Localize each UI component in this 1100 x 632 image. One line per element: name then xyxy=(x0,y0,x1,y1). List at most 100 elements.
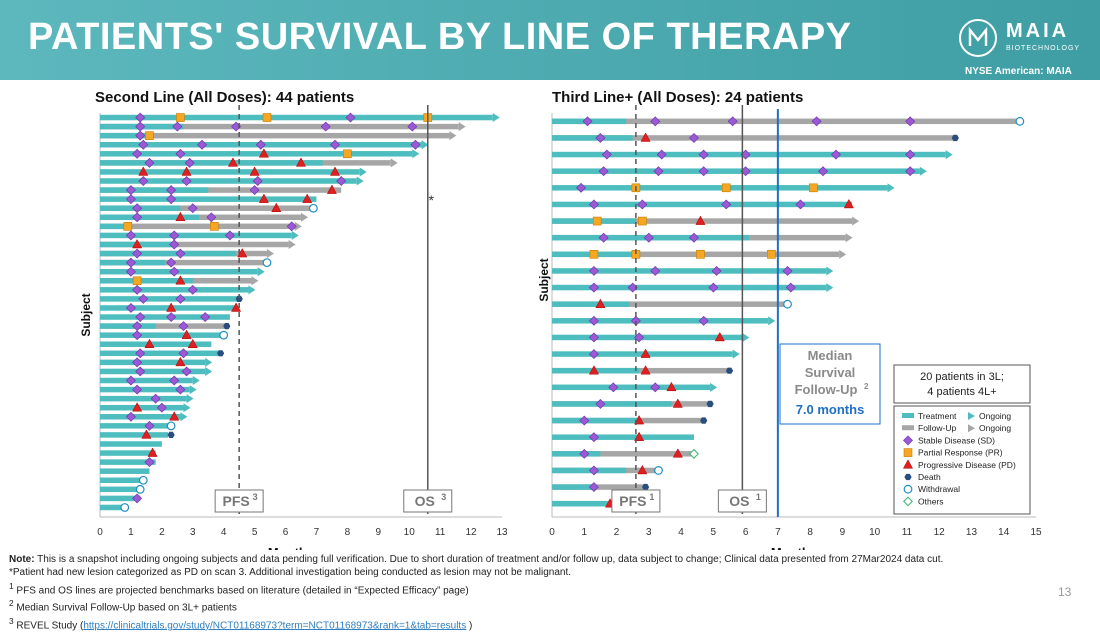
treatment-bar xyxy=(552,268,827,274)
sd-marker xyxy=(135,312,146,322)
sd-marker xyxy=(144,157,155,168)
treatment-bar xyxy=(100,486,141,493)
pd-marker xyxy=(634,431,645,441)
reference-label-pfs: PFS xyxy=(619,493,646,509)
x-axis-label: Months xyxy=(771,545,817,550)
others-marker xyxy=(688,448,699,459)
sd-marker xyxy=(598,166,609,177)
patients-note-line1: 20 patients in 3L; xyxy=(920,371,1004,383)
pd-marker xyxy=(843,198,854,209)
pr-marker xyxy=(145,131,154,140)
legend-treatment-swatch xyxy=(902,413,914,418)
ongoing-arrow xyxy=(266,249,274,259)
subject-row xyxy=(552,265,834,276)
x-tick-label: 13 xyxy=(496,527,508,538)
subject-row xyxy=(100,393,194,404)
subject-row xyxy=(100,139,429,150)
pd-marker xyxy=(175,356,186,367)
sd-marker xyxy=(905,166,916,177)
subject-row xyxy=(552,365,734,375)
subject-row xyxy=(552,116,1025,127)
sd-marker xyxy=(125,375,136,386)
sd-marker xyxy=(588,349,599,360)
x-tick-label: 1 xyxy=(581,527,587,538)
death-marker xyxy=(167,431,175,438)
pd-marker xyxy=(141,429,152,439)
sd-marker xyxy=(630,315,641,326)
ongoing-arrow xyxy=(291,230,299,240)
sd-marker xyxy=(175,384,186,395)
sd-marker xyxy=(206,212,217,223)
pd-marker xyxy=(231,302,242,312)
followup-bar xyxy=(552,451,694,457)
subject-row xyxy=(100,202,318,214)
subject-row xyxy=(552,464,663,476)
treatment-bar xyxy=(552,451,601,457)
sd-marker xyxy=(132,357,143,368)
sd-marker xyxy=(576,182,586,193)
pr-marker xyxy=(809,183,818,193)
others-marker xyxy=(902,496,914,507)
ongoing-arrow xyxy=(919,166,927,176)
treatment-bar xyxy=(100,468,150,474)
followup-bar xyxy=(552,251,840,258)
x-tick-label: 11 xyxy=(902,527,913,538)
followup-bar xyxy=(100,323,227,329)
pd-marker xyxy=(258,193,269,203)
pd-marker xyxy=(714,331,725,342)
withdrawal-marker xyxy=(166,421,176,431)
followup-bar xyxy=(552,301,788,307)
pd-marker xyxy=(144,338,155,348)
treatment-bar xyxy=(100,296,240,302)
sd-marker xyxy=(588,199,599,210)
treatment-bar xyxy=(100,169,360,175)
sd-marker xyxy=(818,166,828,177)
subject-row xyxy=(552,331,750,343)
treatment-bar xyxy=(552,500,611,507)
sd-marker xyxy=(627,282,638,293)
withdrawal-marker xyxy=(903,484,913,494)
treatment-bar xyxy=(100,341,212,347)
x-tick-label: 0 xyxy=(97,527,103,538)
treatment-bar xyxy=(552,318,769,324)
note-4: 2 Median Survival Follow-Up based on 3L+… xyxy=(9,598,237,614)
sd-marker xyxy=(740,149,751,160)
sd-marker xyxy=(181,366,192,377)
pd-marker xyxy=(271,202,282,212)
subject-row xyxy=(100,184,342,196)
treatment-bar xyxy=(100,377,193,384)
ongoing-arrow xyxy=(945,150,953,160)
sd-marker xyxy=(169,230,180,241)
treatment-bar xyxy=(552,434,694,440)
sd-marker xyxy=(135,348,146,359)
treatment-bar xyxy=(100,459,156,465)
median-box-line1: Median xyxy=(808,348,853,363)
treatment-bar xyxy=(552,201,853,208)
pd-marker xyxy=(175,211,186,222)
note-2: *Patient had new lesion categorized as P… xyxy=(9,567,572,579)
followup-bar xyxy=(552,367,730,374)
sd-marker xyxy=(407,121,418,132)
pd-marker xyxy=(237,248,248,258)
page-number: 13 xyxy=(1058,585,1072,599)
x-tick-label: 1 xyxy=(128,527,134,538)
pr-marker xyxy=(132,276,142,286)
followup-bar xyxy=(100,223,295,230)
pd-marker xyxy=(295,157,307,167)
subject-row xyxy=(552,215,860,226)
revel-study-link[interactable]: https://clinicaltrials.gov/study/NCT0116… xyxy=(83,620,467,632)
sd-marker xyxy=(224,230,235,241)
median-box-value: 7.0 months xyxy=(796,402,865,417)
sd-marker xyxy=(166,312,177,322)
treatment-bar xyxy=(100,477,144,484)
treatment-bar xyxy=(100,278,193,284)
brand-sub: BIOTECHNOLOGY xyxy=(1006,45,1081,52)
pr-marker xyxy=(638,216,647,226)
pd-marker xyxy=(326,184,337,194)
sd-marker xyxy=(125,257,136,268)
death-marker xyxy=(700,417,708,424)
reference-label-box xyxy=(403,489,453,513)
reference-label-os: OS xyxy=(729,493,749,509)
note-1: Note: This is a snapshot including ongoi… xyxy=(9,554,944,565)
sd-marker xyxy=(905,149,916,160)
